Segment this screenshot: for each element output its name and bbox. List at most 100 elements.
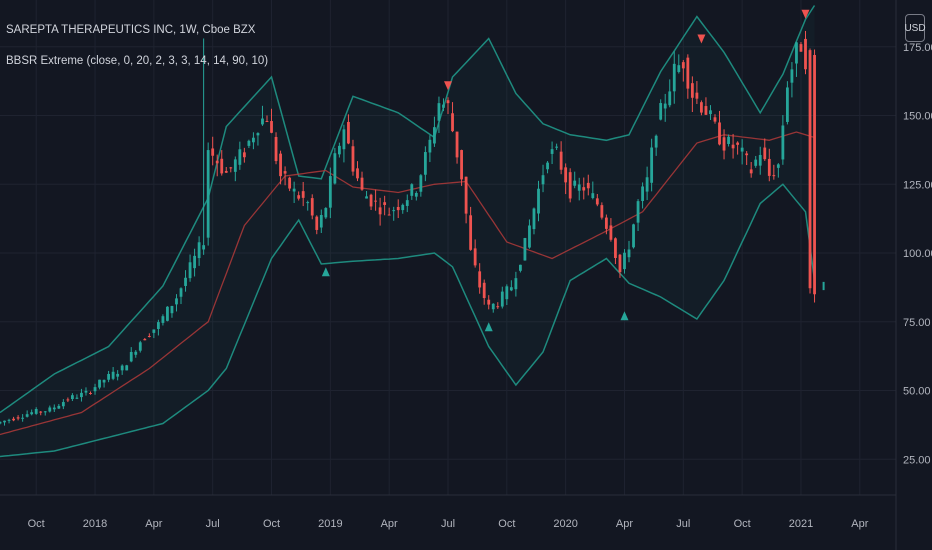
candle-body: [795, 42, 798, 64]
candle-body: [220, 158, 224, 174]
candle: [374, 189, 377, 211]
candle-body: [387, 214, 391, 216]
candle-body: [455, 131, 459, 158]
candle: [288, 176, 292, 192]
candle-body: [224, 170, 228, 173]
candle-body: [197, 242, 201, 259]
x-tick-label: 2020: [553, 518, 577, 530]
candle-body: [147, 336, 151, 338]
candle-body: [473, 248, 477, 266]
candle: [546, 161, 549, 174]
candle: [256, 132, 260, 146]
candle: [337, 142, 341, 158]
upper-band-line: [0, 5, 816, 414]
candle-body: [25, 414, 29, 417]
candle: [559, 141, 563, 175]
candle: [514, 271, 518, 297]
lower-band-line: [0, 183, 816, 458]
candle: [437, 96, 441, 133]
candle-body: [758, 154, 762, 166]
candle-body: [672, 63, 676, 92]
candles: [0, 30, 825, 426]
x-axis[interactable]: Oct 2018 Apr Jul Oct 2019 Apr Jul Oct 2020 Apr Jul O…: [28, 518, 869, 530]
candle: [193, 248, 196, 277]
indicator-label[interactable]: BBSR Extreme (close, 0, 20, 2, 3, 3, 14,…: [6, 55, 269, 67]
candle-body: [378, 207, 382, 215]
candle: [378, 197, 382, 226]
candle-body: [632, 224, 635, 248]
candle-body: [609, 225, 613, 240]
candle: [672, 51, 676, 104]
candle: [491, 303, 495, 313]
candle: [690, 76, 694, 112]
candle-body: [71, 395, 74, 400]
x-tick-label: Jul: [676, 518, 690, 530]
candle: [84, 387, 88, 396]
candle: [537, 180, 540, 222]
candle-body: [727, 136, 730, 144]
candle-body: [564, 167, 568, 183]
candle: [704, 97, 708, 115]
candle-body: [30, 412, 34, 415]
candle-body: [740, 147, 744, 152]
candle: [758, 146, 762, 175]
candle-body: [34, 409, 38, 414]
candle-body: [482, 282, 486, 299]
candle: [211, 136, 215, 166]
x-tick-label: 2018: [83, 518, 107, 530]
sell-signal-arrow: [801, 9, 810, 19]
candle-body: [170, 306, 174, 314]
candle: [16, 415, 20, 421]
currency-button[interactable]: USD: [904, 14, 926, 42]
candle: [39, 410, 43, 416]
candle-body: [722, 137, 726, 151]
candle: [107, 370, 111, 383]
candle: [663, 93, 667, 122]
candle: [632, 223, 635, 249]
candle-body: [491, 303, 495, 310]
candle-body: [57, 405, 61, 409]
candle-body: [161, 316, 165, 323]
candle: [206, 142, 210, 246]
candle: [143, 337, 147, 341]
candle: [166, 306, 169, 322]
candle-body: [804, 38, 807, 70]
candle: [229, 166, 233, 173]
candle: [0, 421, 2, 425]
candle-body: [749, 169, 753, 174]
candle-body: [89, 392, 92, 394]
candle: [451, 102, 454, 133]
candle: [365, 190, 368, 199]
candle-body: [437, 103, 441, 121]
candle-body: [134, 351, 138, 355]
band-fill: [0, 5, 815, 457]
candle: [12, 416, 15, 422]
candle-body: [75, 397, 79, 399]
candle: [184, 270, 187, 292]
x-tick-label: Oct: [28, 518, 45, 530]
candle-body: [261, 118, 264, 125]
y-axis[interactable]: 25.00 50.00 75.00 100.00 125.00 150.00 175.00: [903, 42, 932, 467]
candle-body: [645, 177, 649, 192]
candle-body: [595, 198, 599, 205]
candle-body: [577, 184, 581, 191]
candle: [265, 115, 269, 123]
candle-body: [433, 127, 436, 144]
candle-body: [559, 151, 563, 170]
candle: [356, 161, 359, 182]
candle-body: [772, 175, 776, 177]
grid: [0, 0, 897, 550]
candle: [310, 194, 314, 220]
candle: [736, 141, 740, 155]
candle: [414, 191, 418, 201]
candle: [681, 59, 685, 82]
candle: [315, 215, 319, 235]
candle: [75, 394, 79, 400]
candle: [306, 200, 310, 211]
candle-body: [555, 146, 559, 148]
candle: [776, 163, 780, 178]
candle: [623, 249, 626, 274]
candle-body: [61, 402, 65, 407]
